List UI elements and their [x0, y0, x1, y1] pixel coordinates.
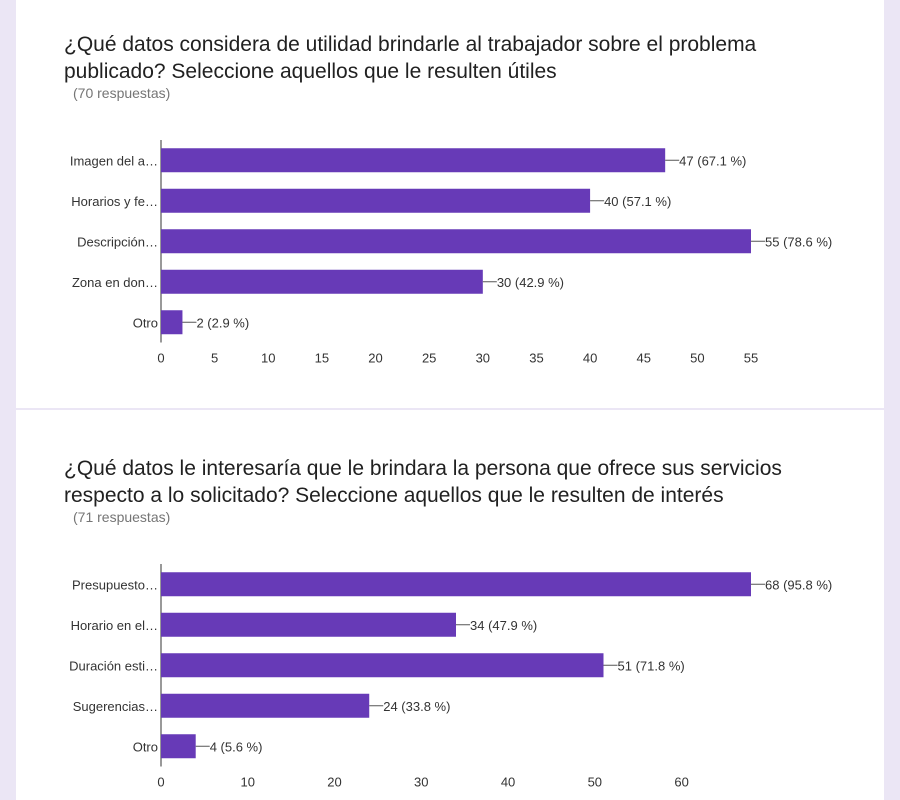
question-title: ¿Qué datos considera de utilidad brindar…	[64, 33, 757, 83]
data-label: 24 (33.8 %)	[383, 699, 450, 714]
x-tick-label: 20	[368, 351, 382, 366]
x-tick-label: 30	[476, 351, 490, 366]
bar-4	[161, 693, 370, 718]
data-label: 51 (71.8 %)	[618, 658, 685, 673]
data-label: 47 (67.1 %)	[679, 153, 746, 168]
bar-chart-2: Presupuesto… 68 (95.8 %) Horario en el… 34 …	[69, 564, 832, 790]
question-card-2: ¿Qué datos le interesaría que le brindar…	[16, 410, 884, 800]
bar-2	[161, 188, 591, 213]
x-tick-label: 5	[211, 351, 218, 366]
x-tick-label: 40	[501, 775, 515, 790]
data-label: 40 (57.1 %)	[604, 194, 671, 209]
bar-1	[161, 572, 751, 597]
bar-5	[161, 310, 183, 335]
category-label: Otro	[133, 739, 158, 754]
x-tick-label: 35	[529, 351, 543, 366]
x-tick-label: 45	[636, 351, 650, 366]
data-label: 2 (2.9 %)	[196, 315, 249, 330]
x-tick-label: 10	[241, 775, 255, 790]
form-summary-sheet: ¿Qué datos considera de utilidad brindar…	[16, 0, 884, 800]
bar-3	[161, 653, 604, 678]
card-divider	[16, 408, 884, 410]
x-tick-label: 50	[690, 351, 704, 366]
category-label: Descripción…	[77, 234, 158, 249]
x-tick-label: 40	[583, 351, 597, 366]
x-tick-label: 0	[157, 775, 164, 790]
bar-1	[161, 148, 666, 173]
category-label: Horario en el…	[71, 618, 158, 633]
x-tick-label: 15	[315, 351, 329, 366]
data-label: 34 (47.9 %)	[470, 618, 537, 633]
x-tick-label: 10	[261, 351, 275, 366]
data-label: 4 (5.6 %)	[210, 739, 263, 754]
x-tick-label: 20	[327, 775, 341, 790]
question-card-1: ¿Qué datos considera de utilidad brindar…	[16, 0, 884, 408]
x-tick-label: 30	[414, 775, 428, 790]
bar-3	[161, 229, 751, 254]
question-title: ¿Qué datos le interesaría que le brindar…	[64, 457, 782, 507]
bar-chart-1: Imagen del a… 47 (67.1 %) Horarios y fe… 40…	[70, 140, 832, 366]
bar-4	[161, 269, 483, 294]
response-count: (71 respuestas)	[73, 509, 171, 525]
category-label: Zona en don…	[72, 275, 158, 290]
category-label: Duración esti…	[69, 658, 158, 673]
data-label: 68 (95.8 %)	[765, 577, 832, 592]
data-label: 55 (78.6 %)	[765, 234, 832, 249]
x-tick-label: 50	[588, 775, 602, 790]
x-tick-label: 0	[157, 351, 164, 366]
category-label: Sugerencias…	[73, 699, 158, 714]
category-label: Imagen del a…	[70, 153, 158, 168]
bar-5	[161, 734, 196, 759]
data-label: 30 (42.9 %)	[497, 275, 564, 290]
x-tick-label: 25	[422, 351, 436, 366]
x-tick-label: 60	[674, 775, 688, 790]
response-count: (70 respuestas)	[73, 85, 171, 101]
bar-2	[161, 612, 456, 637]
category-label: Presupuesto…	[72, 577, 158, 592]
category-label: Otro	[133, 315, 158, 330]
category-label: Horarios y fe…	[71, 194, 158, 209]
x-tick-label: 55	[744, 351, 758, 366]
